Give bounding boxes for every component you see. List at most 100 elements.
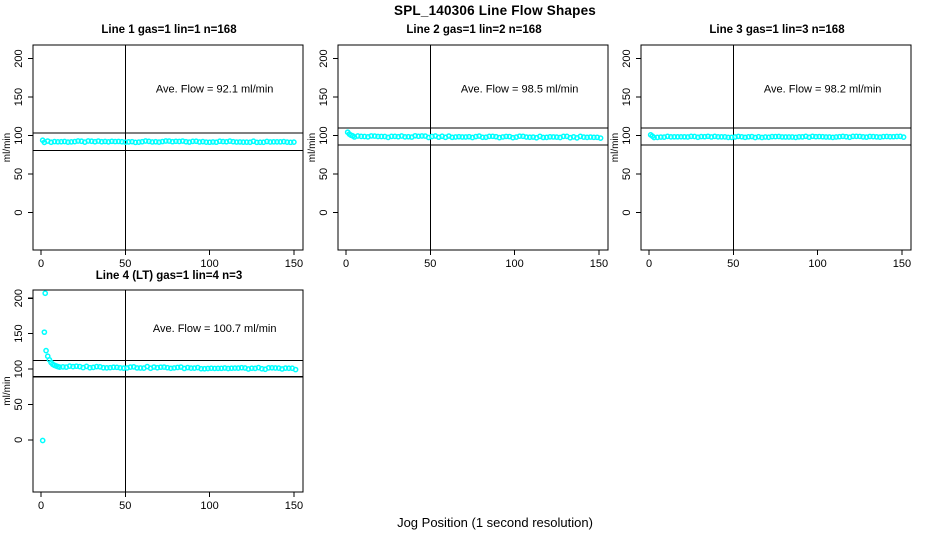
figure-xlabel: Jog Position (1 second resolution): [397, 515, 593, 530]
data-point: [66, 363, 73, 369]
y-tick-label: 100: [13, 126, 25, 144]
data-point: [799, 134, 806, 140]
data-point: [114, 364, 120, 371]
data-point: [590, 134, 597, 141]
panel-line1: 0 50 100 150 0 50 100 150 200 ml/min Ave. Flow = 9…: [2, 44, 304, 270]
data-point: [668, 133, 674, 140]
data-point: [722, 134, 728, 140]
data-point: [587, 134, 594, 140]
data-point: [829, 134, 836, 141]
y-tick-label: 150: [13, 88, 25, 106]
data-point: [402, 134, 408, 140]
panel-line3: 0 50 100 150 0 50 100 150 200 ml/min Ave. Flow = 9…: [610, 44, 912, 270]
data-point: [900, 134, 907, 140]
data-point: [65, 139, 71, 145]
panel-title-line1: Line 1 gas=1 lin=1 n=168: [101, 24, 237, 36]
data-point: [462, 134, 469, 140]
data-point: [759, 134, 765, 141]
data-point: [890, 133, 897, 140]
data-point: [68, 139, 75, 145]
data-point: [456, 133, 462, 140]
data-point: [782, 134, 789, 140]
x-tick-label: 0: [38, 258, 44, 270]
data-point: [284, 139, 291, 145]
x-tick-label: 0: [38, 500, 44, 512]
data-point: [823, 134, 829, 140]
data-point: [769, 133, 775, 140]
data-point: [100, 364, 107, 371]
data-point: [162, 138, 169, 144]
plot-box: [640, 44, 912, 251]
y-tick-label: 100: [621, 126, 633, 144]
data-point: [243, 139, 250, 145]
data-point: [870, 133, 877, 140]
data-point: [112, 138, 119, 145]
data-point: [152, 138, 159, 145]
data-point: [853, 133, 860, 140]
data-point: [698, 133, 705, 140]
data-point: [887, 133, 893, 140]
data-point: [375, 133, 381, 140]
data-point: [188, 365, 194, 371]
data-point: [354, 133, 361, 139]
data-point: [742, 134, 748, 141]
data-point: [149, 139, 156, 145]
data-point: [127, 364, 134, 370]
data-point: [272, 365, 279, 371]
plot-box: [337, 44, 609, 251]
data-point: [711, 133, 718, 140]
data-point: [41, 329, 48, 336]
data-point: [142, 138, 149, 144]
data-point: [762, 134, 769, 140]
data-point: [796, 134, 802, 140]
data-point: [210, 139, 216, 145]
y-tick-label: 50: [621, 168, 633, 180]
data-point: [292, 366, 299, 373]
data-point: [119, 138, 125, 145]
y-tick-label: 50: [13, 398, 25, 410]
data-point: [87, 364, 93, 371]
data-point: [216, 138, 223, 145]
data-point: [786, 134, 792, 140]
data-point: [51, 138, 58, 145]
data-point: [169, 138, 176, 145]
data-point: [103, 365, 110, 371]
x-tick-label: 150: [285, 500, 303, 512]
data-point: [654, 134, 661, 141]
data-point: [715, 134, 721, 140]
y-tick-label: 0: [13, 209, 25, 215]
data-point: [681, 133, 688, 140]
data-point: [233, 139, 240, 145]
data-point: [560, 133, 567, 140]
data-point: [171, 365, 178, 371]
panel-line4: 0 50 100 150 0 50 100 150 200 ml/min Ave. Flow = 1…: [2, 289, 304, 512]
data-point: [232, 365, 238, 371]
data-point: [584, 134, 590, 141]
figure-title: SPL_140306 Line Flow Shapes: [394, 3, 596, 18]
data-point: [189, 138, 196, 145]
data-point: [132, 139, 139, 146]
data-point: [412, 132, 418, 139]
data-point: [43, 347, 49, 354]
data-point: [55, 363, 61, 370]
y-tick-label: 100: [13, 360, 25, 378]
data-point: [674, 133, 681, 140]
data-point: [206, 139, 213, 146]
data-point: [543, 134, 550, 141]
y-tick-label: 150: [621, 88, 633, 106]
y-axis-label: ml/min: [307, 133, 318, 162]
plot-box: [32, 289, 304, 493]
data-point: [176, 138, 183, 145]
y-tick-label: 0: [621, 209, 633, 215]
data-point: [60, 364, 66, 370]
y-tick-label: 50: [13, 168, 25, 180]
data-point: [489, 133, 496, 140]
data-point: [230, 138, 237, 145]
data-point: [159, 138, 166, 145]
data-point: [718, 134, 725, 140]
data-point: [73, 363, 80, 370]
data-point: [738, 133, 745, 140]
data-point: [735, 133, 742, 140]
data-point: [657, 134, 664, 140]
